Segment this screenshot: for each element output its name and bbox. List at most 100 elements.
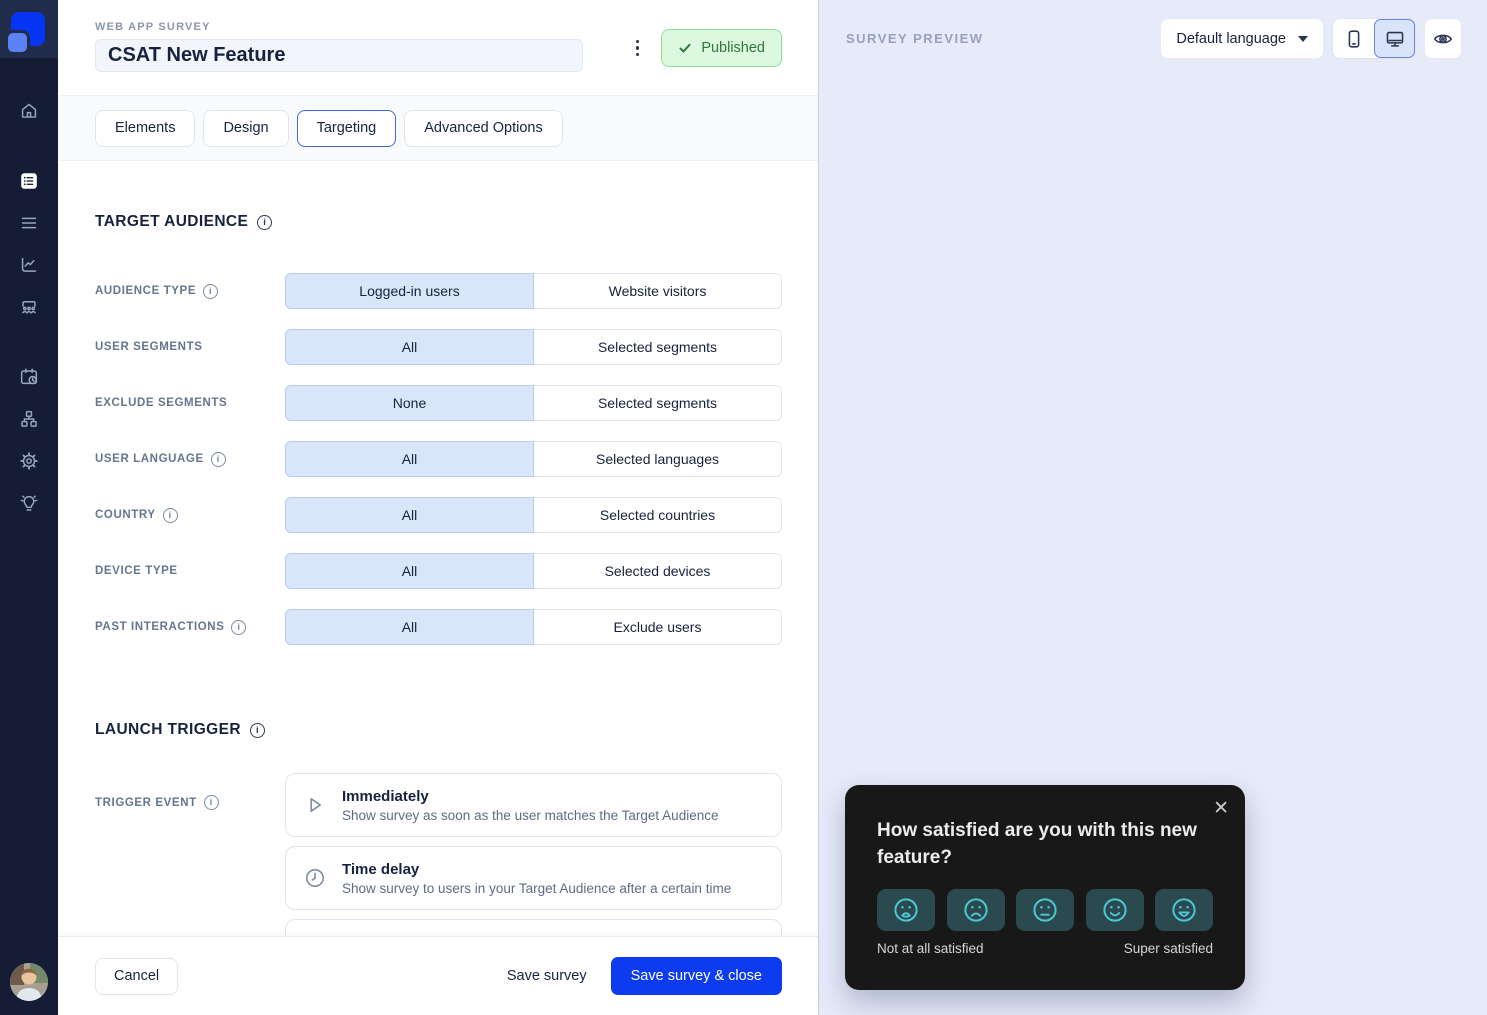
- satisfied-face-icon: [1102, 898, 1127, 922]
- dissatisfied-face-icon: [963, 898, 988, 922]
- info-icon[interactable]: i: [203, 283, 219, 299]
- lightbulb-icon: [20, 495, 38, 511]
- smiley-very-satisfied-button[interactable]: [1155, 888, 1213, 931]
- survey-builder-panel: WEB APP SURVEY Published Elements Design…: [58, 0, 818, 1015]
- surveys-icon: [21, 173, 37, 189]
- target-audience-rows: AUDIENCE TYPE i Logged-in users Website …: [95, 273, 782, 645]
- past-interactions-exclude-option[interactable]: Exclude users: [533, 609, 782, 645]
- survey-preview-card: ✕ How satisfied are you with this new fe…: [845, 785, 1245, 990]
- scale-min-label: Not at all satisfied: [877, 940, 984, 956]
- info-icon[interactable]: i: [210, 451, 226, 467]
- user-avatar[interactable]: [10, 963, 48, 1001]
- launch-trigger-heading: LAUNCH TRIGGER i: [95, 721, 782, 739]
- audience-type-visitors-option[interactable]: Website visitors: [533, 273, 782, 309]
- sidebar-item-responses[interactable]: [13, 207, 45, 239]
- device-type-all-option[interactable]: All: [285, 553, 534, 589]
- info-icon[interactable]: i: [231, 619, 247, 635]
- cancel-button[interactable]: Cancel: [95, 957, 179, 995]
- tab-design[interactable]: Design: [203, 109, 289, 147]
- row-user-language: USER LANGUAGE i All Selected languages: [95, 441, 782, 477]
- very-satisfied-face-icon: [1172, 898, 1196, 922]
- calendar-clock-icon: [20, 368, 38, 385]
- sidebar-item-home[interactable]: [13, 95, 45, 127]
- language-selector[interactable]: Default language: [1160, 18, 1324, 59]
- info-icon[interactable]: i: [257, 214, 273, 230]
- line-chart-icon: [21, 257, 37, 272]
- save-survey-close-button[interactable]: Save survey & close: [610, 957, 782, 995]
- tab-targeting[interactable]: Targeting: [296, 109, 397, 147]
- target-audience-heading: TARGET AUDIENCE i: [95, 213, 782, 231]
- builder-tabs: Elements Design Targeting Advanced Optio…: [58, 95, 818, 161]
- preview-panel-title: SURVEY PREVIEW: [846, 31, 984, 46]
- mobile-preview-button[interactable]: [1333, 19, 1374, 58]
- audience-type-logged-in-option[interactable]: Logged-in users: [285, 273, 534, 309]
- sitemap-icon: [21, 410, 37, 427]
- more-options-button[interactable]: [627, 29, 647, 67]
- user-language-selected-option[interactable]: Selected languages: [533, 441, 782, 477]
- smiley-satisfied-button[interactable]: [1085, 888, 1144, 931]
- exclude-segments-none-option[interactable]: None: [285, 385, 534, 421]
- close-icon[interactable]: ✕: [1207, 793, 1235, 824]
- list-icon: [21, 217, 37, 229]
- preview-fullscreen-button[interactable]: [1424, 18, 1462, 59]
- save-survey-button[interactable]: Save survey: [506, 968, 587, 984]
- sidebar-item-integrations[interactable]: [13, 403, 45, 435]
- sidebar-item-surveys[interactable]: [13, 165, 45, 197]
- status-badge: Published: [661, 29, 782, 67]
- sidebar-item-ideas[interactable]: [13, 487, 45, 519]
- checkmark-icon: [679, 43, 691, 53]
- app-logo[interactable]: [0, 0, 58, 58]
- targeting-content: TARGET AUDIENCE i AUDIENCE TYPE i Logged…: [58, 161, 818, 1015]
- sidebar-item-analytics[interactable]: [13, 249, 45, 281]
- survey-preview-panel: SURVEY PREVIEW Default language: [818, 0, 1487, 1015]
- desktop-icon: [1386, 31, 1403, 47]
- mobile-icon: [1348, 29, 1359, 48]
- past-interactions-all-option[interactable]: All: [285, 609, 534, 645]
- chevron-down-icon: [1298, 35, 1308, 42]
- user-segments-selected-option[interactable]: Selected segments: [533, 329, 782, 365]
- smiley-neutral-button[interactable]: [1016, 888, 1074, 931]
- scale-max-label: Super satisfied: [1123, 940, 1213, 956]
- gear-icon: [20, 452, 38, 470]
- play-icon: [310, 798, 321, 812]
- sidebar-item-audience[interactable]: [13, 291, 45, 323]
- trigger-option-time-delay[interactable]: Time delay Show survey to users in your …: [285, 846, 782, 910]
- home-icon: [21, 103, 37, 118]
- survey-title-input[interactable]: [95, 39, 583, 72]
- preview-header: SURVEY PREVIEW Default language: [819, 0, 1487, 59]
- row-country: COUNTRY i All Selected countries: [95, 497, 782, 533]
- info-icon[interactable]: i: [249, 722, 265, 738]
- audience-icon: [22, 301, 36, 314]
- user-segments-all-option[interactable]: All: [285, 329, 534, 365]
- sidebar-item-schedule[interactable]: [13, 361, 45, 393]
- smiley-very-dissatisfied-button[interactable]: [877, 888, 935, 931]
- row-exclude-segments: EXCLUDE SEGMENTS None Selected segments: [95, 385, 782, 421]
- very-dissatisfied-face-icon: [894, 898, 918, 922]
- info-icon[interactable]: i: [203, 795, 219, 810]
- eye-icon: [1433, 34, 1453, 43]
- sidebar: [0, 0, 58, 1015]
- device-type-selected-option[interactable]: Selected devices: [533, 553, 782, 589]
- country-all-option[interactable]: All: [285, 497, 534, 533]
- trigger-option-immediately[interactable]: Immediately Show survey as soon as the u…: [285, 773, 782, 837]
- kebab-icon: [635, 39, 640, 44]
- desktop-preview-button[interactable]: [1374, 19, 1415, 58]
- tab-advanced-options[interactable]: Advanced Options: [404, 109, 563, 147]
- survey-type-label: WEB APP SURVEY: [95, 21, 211, 33]
- row-device-type: DEVICE TYPE All Selected devices: [95, 553, 782, 589]
- row-audience-type: AUDIENCE TYPE i Logged-in users Website …: [95, 273, 782, 309]
- country-selected-option[interactable]: Selected countries: [533, 497, 782, 533]
- row-past-interactions: PAST INTERACTIONS i All Exclude users: [95, 609, 782, 645]
- smiley-dissatisfied-button[interactable]: [946, 888, 1005, 931]
- builder-header: WEB APP SURVEY Published: [58, 0, 818, 95]
- survey-question: How satisfied are you with this new feat…: [877, 820, 1197, 868]
- user-language-all-option[interactable]: All: [285, 441, 534, 477]
- row-user-segments: USER SEGMENTS All Selected segments: [95, 329, 782, 365]
- info-icon[interactable]: i: [162, 507, 178, 523]
- exclude-segments-selected-option[interactable]: Selected segments: [533, 385, 782, 421]
- sidebar-item-settings[interactable]: [13, 445, 45, 477]
- trigger-event-row: TRIGGER EVENT i Immediately Show survey …: [95, 773, 782, 949]
- avatar-photo: [10, 963, 48, 1001]
- tab-elements[interactable]: Elements: [95, 109, 196, 147]
